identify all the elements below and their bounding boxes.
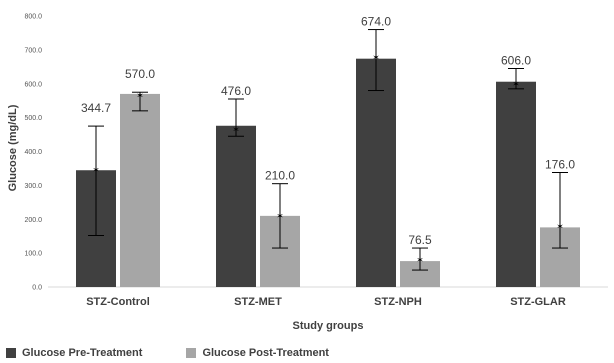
y-tick-label: 600.0 — [24, 81, 42, 88]
mean-marker: ✶ — [276, 212, 284, 222]
mean-marker: ✶ — [372, 53, 380, 63]
legend-item-pre: Glucose Pre-Treatment — [6, 347, 142, 359]
legend-label-pre: Glucose Pre-Treatment — [22, 347, 143, 359]
mean-marker: ✶ — [416, 256, 424, 266]
data-label-pre: 344.7 — [81, 101, 111, 115]
y-axis-ticks: 0.0 100.0 200.0 300.0 400.0 500.0 600.0 700.0 80… — [24, 14, 42, 292]
category-label: STZ-GLAR — [510, 296, 566, 308]
data-labels: 344.7 570.0 476.0 210.0 674.0 76.5 606.0 176.0 — [81, 15, 575, 247]
data-label-pre: 674.0 — [361, 15, 391, 29]
category-label: STZ-NPH — [374, 296, 422, 308]
y-tick-label: 100.0 — [24, 251, 42, 258]
legend: Glucose Pre-Treatment Glucose Post-Treat… — [0, 344, 329, 362]
mean-marker: ✶ — [232, 125, 240, 135]
bar-chart: 0.0 100.0 200.0 300.0 400.0 500.0 600.0 700.0 80… — [7, 14, 608, 332]
bar-pre-treatment — [496, 81, 536, 287]
data-label-post: 76.5 — [408, 233, 432, 247]
data-label-post: 570.0 — [125, 67, 155, 81]
y-tick-label: 0.0 — [32, 285, 42, 292]
y-axis-title: Glucose (mg/dL) — [7, 104, 19, 191]
mean-marker: ✶ — [512, 80, 520, 90]
bar-pre-treatment — [356, 58, 396, 288]
data-label-post: 176.0 — [545, 158, 575, 172]
mean-marker: ✶ — [92, 166, 100, 176]
category-labels: STZ-Control STZ-MET STZ-NPH STZ-GLAR — [86, 296, 566, 308]
x-axis-title: Study groups — [293, 320, 364, 332]
y-tick-label: 400.0 — [24, 149, 42, 156]
y-tick-label: 200.0 — [24, 217, 42, 224]
y-tick-label: 300.0 — [24, 183, 42, 190]
category-label: STZ-MET — [234, 296, 282, 308]
y-tick-label: 700.0 — [24, 47, 42, 54]
y-tick-label: 500.0 — [24, 115, 42, 122]
error-bars: ✶ ✶ ✶ ✶ ✶ ✶ ✶ ✶ — [88, 29, 568, 271]
bar-post-treatment — [120, 93, 160, 287]
legend-item-post: Glucose Post-Treatment — [186, 347, 329, 359]
legend-swatch-post — [186, 348, 197, 358]
bars — [76, 58, 580, 288]
mean-marker: ✶ — [556, 223, 564, 233]
legend-label-post: Glucose Post-Treatment — [202, 347, 329, 359]
mean-marker: ✶ — [136, 92, 144, 102]
data-label-pre: 476.0 — [221, 84, 251, 98]
category-label: STZ-Control — [86, 296, 150, 308]
data-label-pre: 606.0 — [501, 54, 531, 68]
y-tick-label: 800.0 — [24, 14, 42, 21]
data-label-post: 210.0 — [265, 169, 295, 183]
bar-pre-treatment — [216, 125, 256, 287]
legend-swatch-pre — [6, 348, 16, 358]
